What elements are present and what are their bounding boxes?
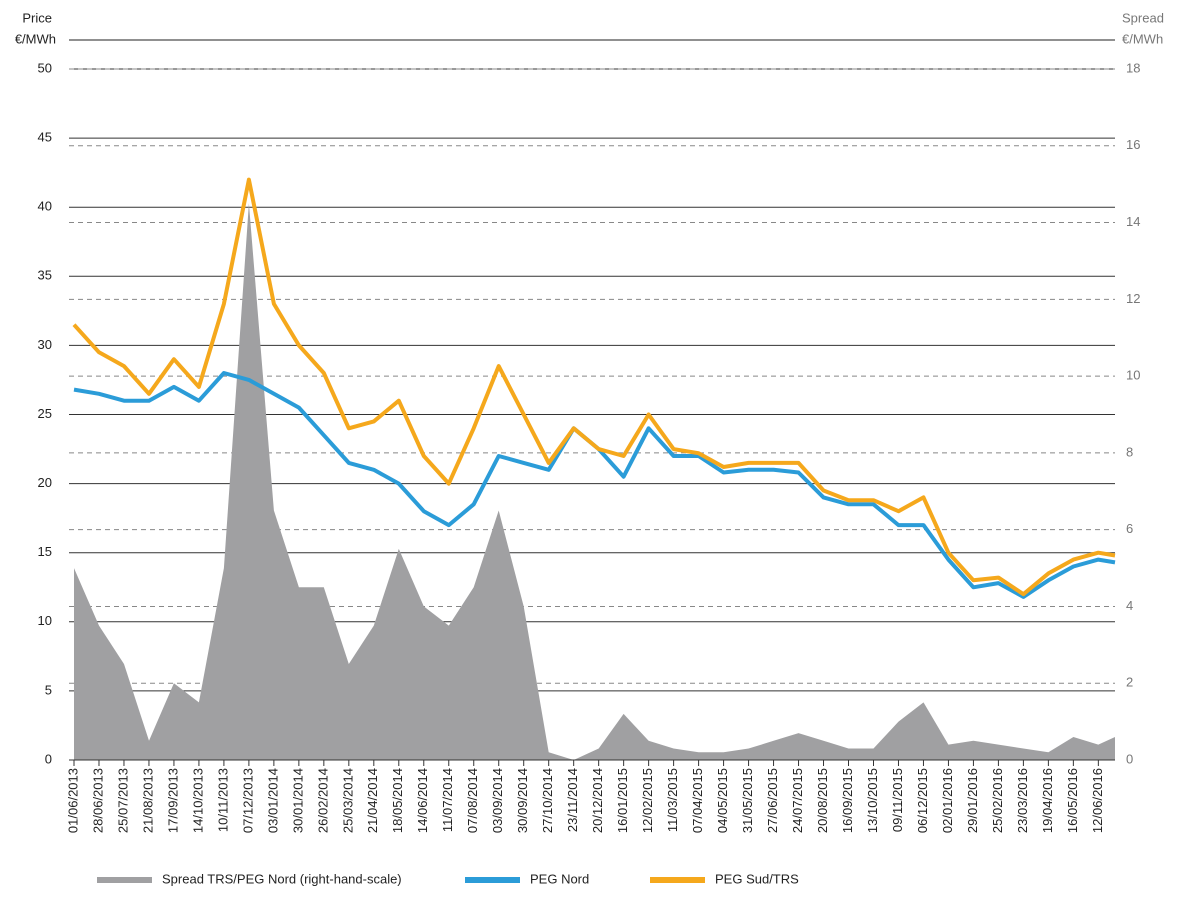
y2-axis-label: Spread xyxy=(1122,10,1164,25)
x-tick-label: 21/04/2014 xyxy=(365,768,380,833)
x-tick-label: 16/01/2015 xyxy=(615,768,630,833)
x-tick-label: 29/01/2016 xyxy=(965,768,980,833)
y2-tick-label: 16 xyxy=(1126,137,1140,152)
y-tick-label: 50 xyxy=(38,60,52,75)
x-tick-label: 17/09/2013 xyxy=(165,768,180,833)
y2-tick-label: 18 xyxy=(1126,60,1140,75)
x-tick-label: 23/03/2016 xyxy=(1015,768,1030,833)
x-tick-label: 21/08/2013 xyxy=(140,768,155,833)
y-axis-unit: €/MWh xyxy=(15,31,56,46)
x-tick-label: 12/02/2015 xyxy=(640,768,655,833)
y-tick-label: 40 xyxy=(38,199,52,214)
x-tick-label: 04/05/2015 xyxy=(715,768,730,833)
y2-tick-label: 12 xyxy=(1126,291,1140,306)
x-tick-label: 01/06/2013 xyxy=(65,768,80,833)
x-tick-label: 11/03/2015 xyxy=(665,768,680,832)
x-tick-label: 13/10/2015 xyxy=(865,768,880,833)
x-tick-label: 25/02/2016 xyxy=(990,768,1005,833)
x-tick-label: 09/11/2015 xyxy=(890,768,905,832)
x-tick-label: 31/05/2015 xyxy=(740,768,755,833)
y-tick-label: 10 xyxy=(38,613,52,628)
y2-tick-label: 8 xyxy=(1126,444,1133,459)
x-tick-label: 23/11/2014 xyxy=(565,768,580,832)
x-tick-label: 03/01/2014 xyxy=(265,768,280,833)
y2-tick-label: 4 xyxy=(1126,598,1133,613)
y2-tick-label: 2 xyxy=(1126,675,1133,690)
x-tick-label: 30/09/2014 xyxy=(515,768,530,833)
x-tick-label: 07/12/2013 xyxy=(240,768,255,833)
x-tick-label: 12/06/2016 xyxy=(1090,768,1105,833)
y2-tick-label: 10 xyxy=(1126,368,1140,383)
y-tick-label: 0 xyxy=(45,751,52,766)
y2-axis-unit: €/MWh xyxy=(1122,31,1163,46)
x-tick-label: 18/05/2014 xyxy=(390,768,405,833)
y-tick-label: 15 xyxy=(38,544,52,559)
y-tick-label: 35 xyxy=(38,268,52,283)
x-tick-label: 25/07/2013 xyxy=(115,768,130,833)
x-tick-label: 27/06/2015 xyxy=(765,768,780,833)
x-tick-label: 25/03/2014 xyxy=(340,768,355,833)
y-tick-label: 20 xyxy=(38,475,52,490)
legend-label: Spread TRS/PEG Nord (right-hand-scale) xyxy=(162,871,402,886)
x-tick-label: 19/04/2016 xyxy=(1040,768,1055,833)
x-tick-label: 07/08/2014 xyxy=(465,768,480,833)
spread-area xyxy=(74,203,1115,760)
x-tick-label: 24/07/2015 xyxy=(790,768,805,833)
x-tick-label: 28/06/2013 xyxy=(90,768,105,833)
legend-label: PEG Sud/TRS xyxy=(715,871,799,886)
y-tick-label: 30 xyxy=(38,337,52,352)
x-tick-label: 30/01/2014 xyxy=(290,768,305,833)
legend-label: PEG Nord xyxy=(530,871,589,886)
price-line xyxy=(72,177,1116,597)
y-tick-label: 25 xyxy=(38,406,52,421)
x-tick-label: 16/05/2016 xyxy=(1065,768,1080,833)
y-axis-label: Price xyxy=(22,10,52,25)
x-tick-label: 14/06/2014 xyxy=(415,768,430,833)
x-tick-label: 16/09/2015 xyxy=(840,768,855,833)
x-tick-label: 26/02/2014 xyxy=(315,768,330,833)
x-tick-label: 10/11/2013 xyxy=(215,768,230,832)
y2-tick-label: 6 xyxy=(1126,521,1133,536)
y-tick-label: 45 xyxy=(38,130,52,145)
x-tick-label: 14/10/2013 xyxy=(190,768,205,833)
x-tick-label: 20/08/2015 xyxy=(815,768,830,833)
y2-tick-label: 14 xyxy=(1126,214,1140,229)
x-tick-label: 06/12/2015 xyxy=(915,768,930,833)
x-tick-label: 20/12/2014 xyxy=(590,768,605,833)
x-tick-label: 27/10/2014 xyxy=(540,768,555,833)
x-tick-label: 11/07/2014 xyxy=(440,768,455,832)
y2-tick-label: 0 xyxy=(1126,751,1133,766)
x-tick-label: 02/01/2016 xyxy=(940,768,955,833)
y-tick-label: 5 xyxy=(45,682,52,697)
x-tick-label: 03/09/2014 xyxy=(490,768,505,833)
x-tick-label: 07/04/2015 xyxy=(690,768,705,833)
